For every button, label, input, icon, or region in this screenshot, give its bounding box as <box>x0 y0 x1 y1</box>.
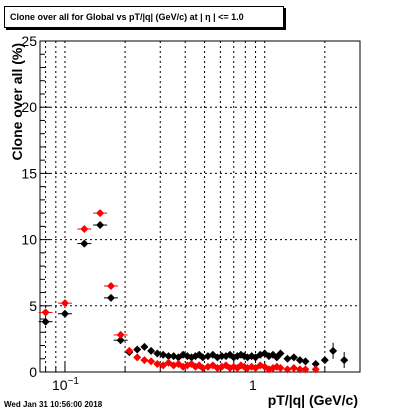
diamond-marker <box>140 342 149 351</box>
diamond-marker <box>116 336 125 345</box>
data-point <box>301 357 310 366</box>
data-point <box>140 356 149 365</box>
y-tick-label: 15 <box>21 165 37 181</box>
data-point <box>103 281 118 290</box>
data-point <box>38 317 53 326</box>
data-point <box>103 293 118 302</box>
y-tick-label: 5 <box>29 298 37 314</box>
data-point <box>93 221 108 230</box>
diamond-marker <box>283 354 292 363</box>
grid <box>40 41 361 372</box>
data-point <box>295 356 304 365</box>
diamond-marker <box>320 356 329 365</box>
data-point <box>311 365 320 374</box>
x-tick-label-0.1: 10−1 <box>52 376 79 393</box>
data-point <box>153 360 162 369</box>
plot-frame <box>39 40 361 373</box>
diamond-marker <box>289 364 298 373</box>
diamond-marker <box>96 209 105 218</box>
diamond-marker <box>41 317 50 326</box>
axes: 0 5 10 15 20 25 <box>21 33 361 380</box>
data-point <box>311 360 320 369</box>
diamond-marker <box>159 350 168 359</box>
diamond-marker <box>106 293 115 302</box>
data-point <box>125 346 134 355</box>
data-point <box>93 209 108 218</box>
y-axis-title: Clone over all (%) <box>9 43 25 160</box>
data-point <box>147 346 156 355</box>
y-tick-label: 0 <box>29 364 37 380</box>
diamond-marker <box>153 349 162 358</box>
data-point <box>283 354 292 363</box>
diamond-marker <box>295 356 304 365</box>
data-point <box>289 364 298 373</box>
diamond-marker <box>133 345 142 354</box>
diamond-marker <box>60 299 69 308</box>
x-tick-label-1: 1 <box>249 377 257 393</box>
diamond-marker <box>295 365 304 374</box>
diamond-marker <box>80 239 89 248</box>
diamond-marker <box>301 365 310 374</box>
data-point <box>159 361 168 370</box>
chart-title: Clone over all for Global vs pT/|q| (GeV… <box>4 6 284 28</box>
y-tick-label: 25 <box>21 33 37 49</box>
data-point <box>133 345 142 354</box>
diamond-marker <box>147 346 156 355</box>
data-marks <box>38 209 349 374</box>
data-point <box>301 365 310 374</box>
diamond-marker <box>60 309 69 318</box>
data-point <box>147 357 156 366</box>
data-point <box>57 299 72 308</box>
data-point <box>340 352 349 369</box>
diamond-marker <box>164 352 173 361</box>
data-point <box>38 308 53 317</box>
diamond-marker <box>116 330 125 339</box>
data-point <box>57 309 72 318</box>
diamond-marker <box>140 356 149 365</box>
data-point <box>140 342 149 351</box>
diamond-marker <box>311 360 320 369</box>
diamond-marker <box>217 352 226 361</box>
x-axis-title: pT/|q| (GeV/c) <box>268 392 358 408</box>
diamond-marker <box>301 357 310 366</box>
y-tick-label: 20 <box>21 99 37 115</box>
timestamp-footer: Wed Jan 31 10:56:00 2018 <box>4 400 103 409</box>
data-point <box>113 330 128 339</box>
diamond-marker <box>276 364 285 373</box>
diamond-marker <box>106 281 115 290</box>
diamond-marker <box>159 361 168 370</box>
data-point <box>133 353 142 362</box>
diamond-marker <box>147 357 156 366</box>
y-tick-label: 10 <box>21 232 37 248</box>
diamond-marker <box>311 365 320 374</box>
data-point <box>77 239 92 248</box>
data-point <box>289 353 298 362</box>
data-point <box>159 350 168 359</box>
diamond-marker <box>276 349 285 358</box>
diamond-marker <box>283 365 292 374</box>
diamond-marker <box>153 360 162 369</box>
data-point <box>77 225 92 234</box>
data-point <box>329 342 338 359</box>
diamond-marker <box>41 308 50 317</box>
data-point <box>283 365 292 374</box>
diamond-marker <box>133 353 142 362</box>
data-point <box>276 349 285 358</box>
data-point <box>113 336 128 345</box>
diamond-marker <box>340 356 349 365</box>
diamond-marker <box>96 221 105 230</box>
diamond-marker <box>125 346 134 355</box>
diamond-marker <box>80 225 89 234</box>
diamond-marker <box>289 353 298 362</box>
data-point <box>276 364 285 373</box>
data-point <box>153 349 162 358</box>
data-point <box>320 356 329 365</box>
diamond-marker <box>329 346 338 355</box>
